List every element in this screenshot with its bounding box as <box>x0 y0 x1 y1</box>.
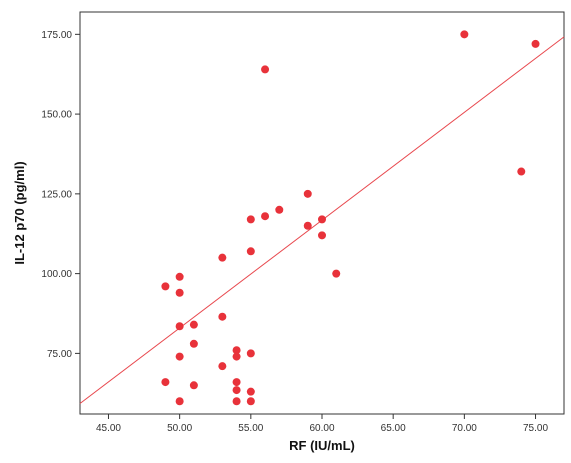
y-tick-label: 150.00 <box>41 110 72 121</box>
y-tick-label: 125.00 <box>41 189 72 200</box>
y-tick-label: 175.00 <box>41 30 72 41</box>
data-point <box>318 215 326 224</box>
x-axis-title: RF (IU/mL) <box>289 438 355 453</box>
data-point <box>303 221 312 230</box>
data-point <box>517 167 526 176</box>
data-point <box>232 352 241 361</box>
x-tick-label: 45.00 <box>96 423 121 434</box>
data-point <box>460 30 469 39</box>
data-point <box>175 352 184 361</box>
data-point <box>175 322 184 331</box>
data-point <box>218 253 227 262</box>
x-tick-label: 65.00 <box>381 423 406 434</box>
y-axis: 75.00 100.00 125.00 150.00 175.00 <box>41 30 80 360</box>
data-point <box>189 339 198 348</box>
data-point <box>303 189 312 198</box>
data-point <box>218 312 227 321</box>
x-axis: 45.00 50.00 55.00 60.00 65.00 70.00 75.00 <box>96 414 548 434</box>
data-point <box>318 231 326 240</box>
data-point <box>232 346 241 355</box>
data-point <box>246 397 255 406</box>
x-tick-label: 50.00 <box>167 423 192 434</box>
data-point <box>232 386 241 395</box>
data-point <box>246 215 255 224</box>
x-tick-label: 60.00 <box>309 423 334 434</box>
x-tick-label: 75.00 <box>523 423 548 434</box>
data-point <box>161 282 170 291</box>
data-point <box>246 349 255 358</box>
data-point <box>232 378 241 387</box>
data-point <box>189 320 198 329</box>
data-point <box>261 65 270 74</box>
data-points <box>161 30 540 406</box>
data-point <box>246 247 255 256</box>
data-point <box>218 362 227 371</box>
data-point <box>332 269 341 278</box>
data-point <box>531 39 540 48</box>
x-tick-label: 70.00 <box>452 423 477 434</box>
y-tick-label: 75.00 <box>47 349 72 360</box>
y-tick-label: 100.00 <box>41 269 72 280</box>
data-point <box>246 387 255 396</box>
data-point <box>175 397 184 406</box>
data-point <box>189 381 198 390</box>
data-point <box>161 378 170 387</box>
plot-area <box>79 11 565 415</box>
data-point <box>175 272 184 281</box>
x-tick-label: 55.00 <box>238 423 263 434</box>
y-axis-title: IL-12 p70 (pg/ml) <box>12 161 27 264</box>
data-point <box>175 288 184 297</box>
data-point <box>232 397 241 406</box>
data-point <box>275 205 284 214</box>
data-point <box>261 212 270 221</box>
